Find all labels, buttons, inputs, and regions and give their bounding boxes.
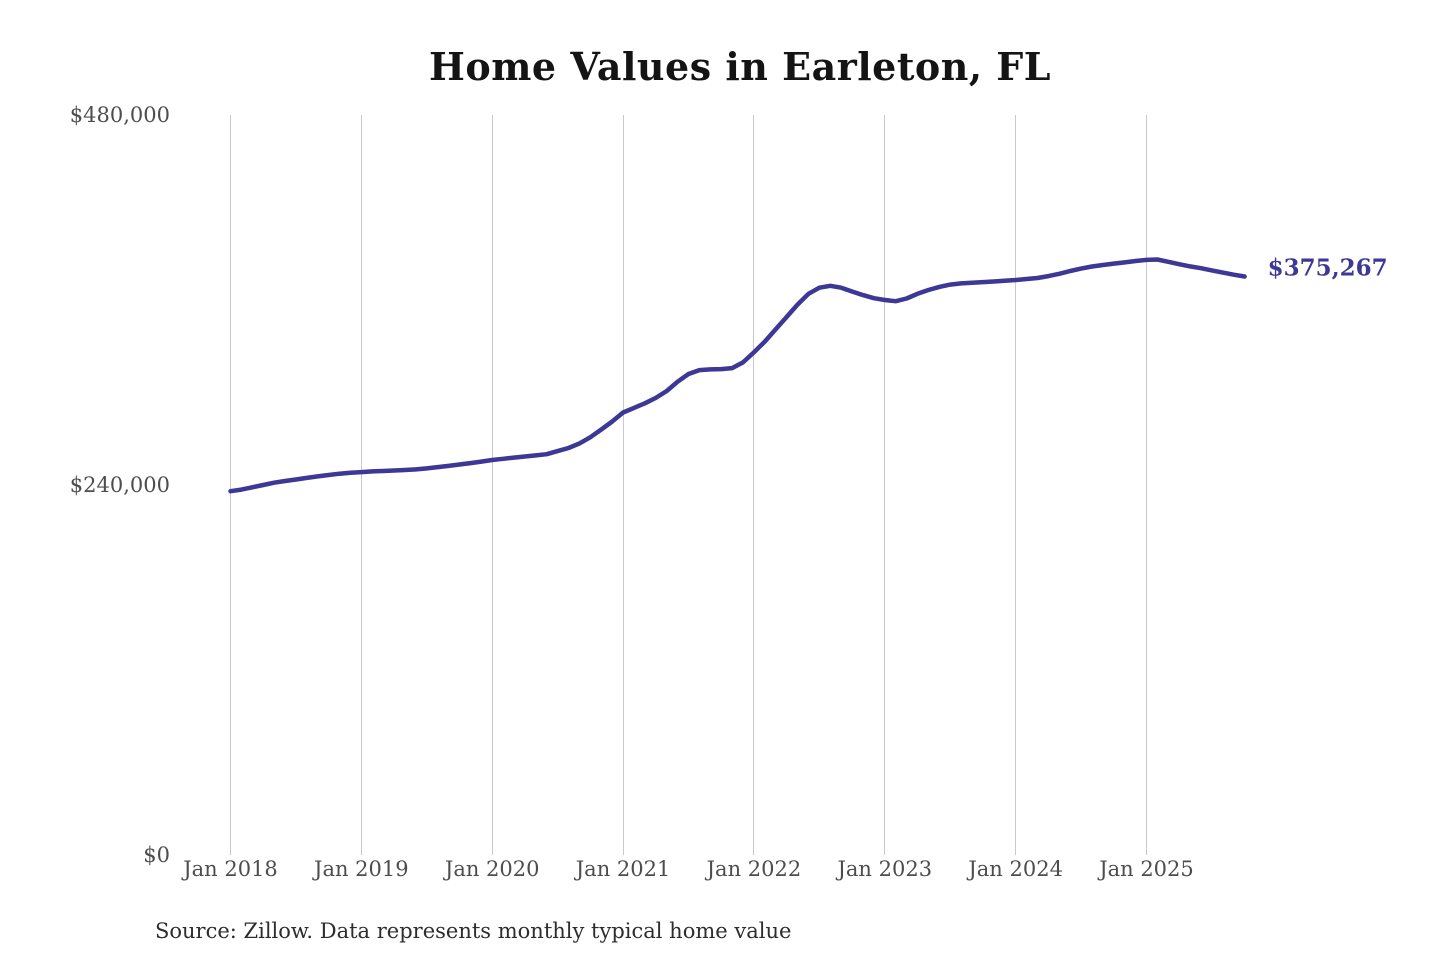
source-note: Source: Zillow. Data represents monthly … bbox=[155, 919, 792, 943]
vertical-gridline bbox=[491, 115, 493, 855]
x-axis-tick-label: Jan 2020 bbox=[444, 857, 540, 881]
x-axis-tick-label: Jan 2021 bbox=[575, 857, 671, 881]
y-axis-tick-label: $0 bbox=[143, 843, 170, 867]
vertical-gridline bbox=[753, 115, 755, 855]
vertical-gridline bbox=[622, 115, 624, 855]
vertical-gridline bbox=[1145, 115, 1147, 855]
vertical-gridline bbox=[1015, 115, 1017, 855]
vertical-gridline bbox=[360, 115, 362, 855]
x-axis-tick-label: Jan 2022 bbox=[706, 857, 802, 881]
current-value-annotation: $375,267 bbox=[1267, 254, 1388, 282]
home-value-line-series bbox=[228, 257, 1247, 494]
x-axis-tick-label: Jan 2025 bbox=[1099, 857, 1194, 881]
vertical-gridline bbox=[230, 115, 231, 855]
vertical-gridline bbox=[884, 115, 886, 855]
chart-title: Home Values in Earleton, FL bbox=[428, 44, 1052, 89]
y-axis-tick-label: $240,000 bbox=[69, 473, 170, 497]
x-axis-tick-label: Jan 2019 bbox=[314, 857, 409, 881]
x-axis-tick-label: Jan 2024 bbox=[968, 857, 1063, 881]
x-axis-tick-label: Jan 2023 bbox=[837, 857, 933, 881]
x-axis-tick-label: Jan 2018 bbox=[183, 857, 278, 881]
y-axis-tick-label: $480,000 bbox=[69, 103, 170, 127]
